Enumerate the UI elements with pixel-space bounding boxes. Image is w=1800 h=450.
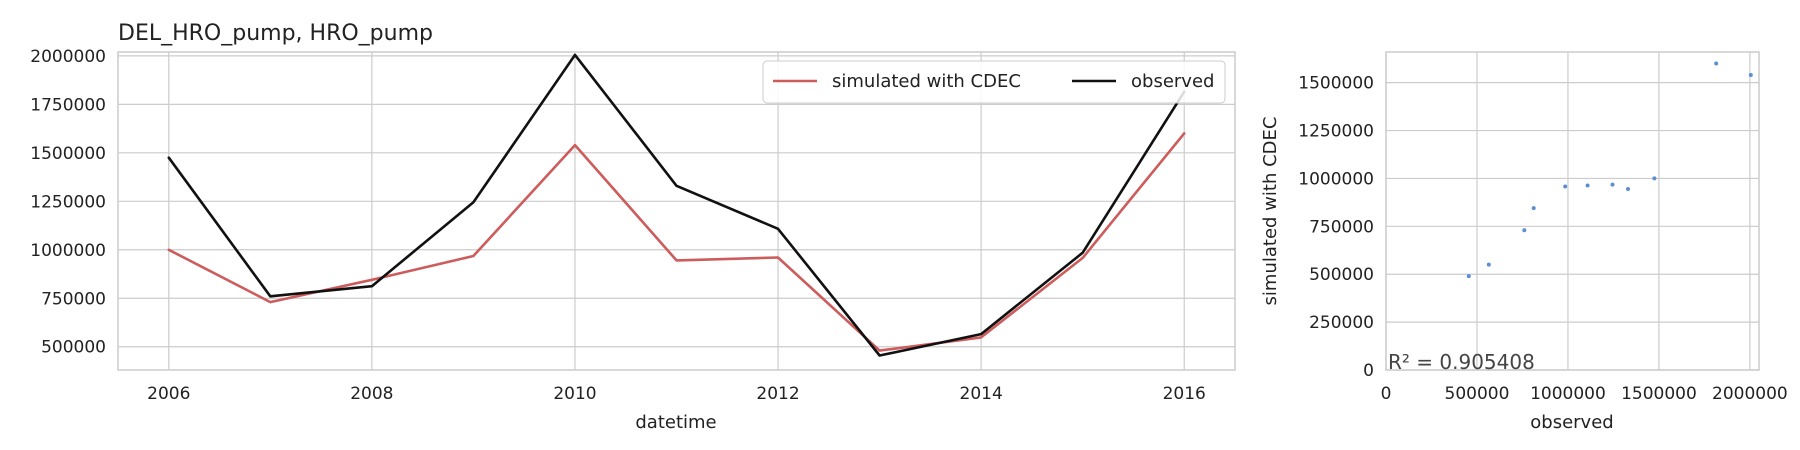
y-tick-label: 1000000 bbox=[1298, 169, 1374, 189]
chart-title: DEL_HRO_pump, HRO_pump bbox=[118, 21, 433, 46]
line-chart-y-ticks: 500000 750000 1000000 1250000 1500000 1750000… bbox=[30, 47, 106, 358]
x-tick-label: 1000000 bbox=[1530, 384, 1606, 404]
scatter-point bbox=[1585, 183, 1590, 188]
y-tick-label: 1500000 bbox=[1298, 74, 1374, 94]
scatter-point bbox=[1466, 274, 1471, 279]
scatter-point bbox=[1652, 176, 1657, 181]
x-tick-label: 0 bbox=[1381, 384, 1392, 404]
scatter-chart-y-ticks: 0 250000 500000 750000 1000000 1250000 1500000 bbox=[1298, 74, 1374, 381]
x-tick-label: 2006 bbox=[147, 384, 190, 404]
scatter-chart: 0 250000 500000 750000 1000000 1250000 1500000… bbox=[1260, 51, 1788, 433]
legend-label-simulated: simulated with CDEC bbox=[832, 71, 1021, 92]
scatter-y-axis-label: simulated with CDEC bbox=[1260, 117, 1281, 306]
y-tick-label: 2000000 bbox=[30, 47, 106, 67]
scatter-point bbox=[1486, 262, 1491, 267]
x-axis-label: datetime bbox=[635, 412, 716, 433]
x-tick-label: 2012 bbox=[756, 384, 799, 404]
scatter-chart-x-ticks: 0 500000 1000000 1500000 2000000 bbox=[1381, 384, 1788, 404]
y-tick-label: 1250000 bbox=[1298, 122, 1374, 142]
line-chart-frame bbox=[117, 51, 1236, 371]
x-tick-label: 500000 bbox=[1445, 384, 1510, 404]
y-tick-label: 750000 bbox=[41, 289, 106, 309]
y-tick-label: 500000 bbox=[1309, 265, 1374, 285]
scatter-point bbox=[1531, 206, 1536, 211]
legend-box bbox=[762, 60, 1226, 104]
scatter-chart-grid bbox=[1385, 52, 1759, 371]
x-tick-label: 2008 bbox=[350, 384, 393, 404]
y-tick-label: 1250000 bbox=[30, 192, 106, 212]
line-chart-x-ticks: 2006 2008 2010 2012 2014 2016 bbox=[147, 384, 1206, 404]
x-tick-label: 2000000 bbox=[1712, 384, 1788, 404]
scatter-point bbox=[1748, 73, 1753, 77]
line-chart-grid bbox=[118, 52, 1235, 370]
scatter-x-axis-label: observed bbox=[1530, 412, 1613, 433]
x-tick-label: 2016 bbox=[1163, 384, 1206, 404]
y-tick-label: 1750000 bbox=[30, 95, 106, 115]
line-chart: DEL_HRO_pump, HRO_pump 500000 750000 10000… bbox=[30, 21, 1236, 433]
scatter-point bbox=[1563, 184, 1568, 189]
series-line-observed bbox=[167, 53, 1186, 357]
x-tick-label: 2010 bbox=[553, 384, 596, 404]
r-squared-annotation: R² = 0.905408 bbox=[1388, 350, 1535, 374]
scatter-point bbox=[1522, 228, 1527, 233]
x-tick-label: 1500000 bbox=[1621, 384, 1697, 404]
scatter-point bbox=[1610, 182, 1615, 187]
y-tick-label: 500000 bbox=[41, 338, 106, 358]
series-line-simulated bbox=[167, 132, 1186, 352]
y-tick-label: 1500000 bbox=[30, 144, 106, 164]
legend-label-observed: observed bbox=[1131, 71, 1214, 92]
y-tick-label: 0 bbox=[1363, 361, 1374, 381]
scatter-point bbox=[1714, 61, 1719, 66]
y-tick-label: 250000 bbox=[1309, 313, 1374, 333]
scatter-point bbox=[1626, 187, 1630, 191]
y-tick-label: 1000000 bbox=[30, 241, 106, 261]
scatter-chart-points bbox=[1466, 61, 1753, 279]
line-chart-series bbox=[167, 53, 1186, 357]
scatter-chart-frame bbox=[1385, 51, 1760, 371]
y-tick-label: 750000 bbox=[1309, 217, 1374, 237]
legend: simulated with CDEC observed bbox=[762, 60, 1226, 104]
x-tick-label: 2014 bbox=[960, 384, 1003, 404]
